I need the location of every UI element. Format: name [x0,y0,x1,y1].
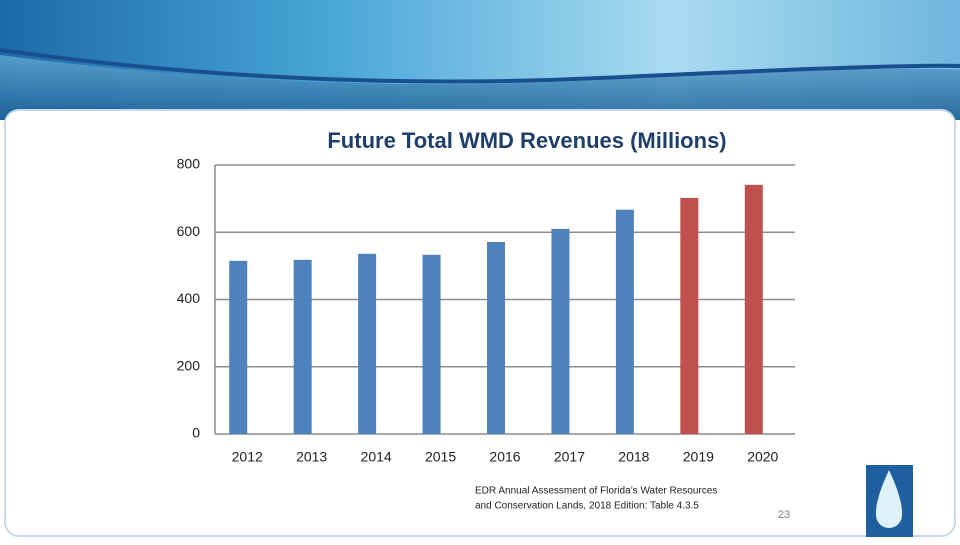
bar [293,259,312,434]
y-tick-label: 800 [177,156,201,172]
x-tick-label: 2016 [489,449,520,465]
chart-title: Future Total WMD Revenues (Millions) [327,128,726,153]
logo [866,465,913,537]
x-tick-label: 2015 [425,449,456,465]
x-tick-label: 2018 [618,449,649,465]
x-tick-label: 2013 [296,449,327,465]
x-tick-label: 2020 [747,449,778,465]
bar [551,228,570,434]
y-tick-label: 0 [192,425,200,441]
header-water [0,55,960,120]
logo-drop [875,470,903,528]
bar [744,184,763,434]
y-tick-label: 600 [177,223,201,239]
bar [615,209,634,434]
header-wave [0,48,960,84]
bar [422,254,441,434]
content-panel [4,109,956,537]
y-tick-label: 400 [177,290,201,306]
page-number: 23 [778,509,790,521]
bar [358,253,377,434]
y-tick-label: 200 [177,357,201,373]
bar [229,260,248,434]
bar [680,197,699,434]
bar [487,242,505,434]
footnote-line: and Conservation Lands, 2018 Edition: Ta… [475,501,699,512]
x-tick-label: 2019 [683,449,714,465]
footnote-line: EDR Annual Assessment of Florida’s Water… [475,486,717,497]
x-tick-label: 2017 [554,449,585,465]
x-tick-label: 2014 [361,449,392,465]
x-tick-label: 2012 [232,449,263,465]
